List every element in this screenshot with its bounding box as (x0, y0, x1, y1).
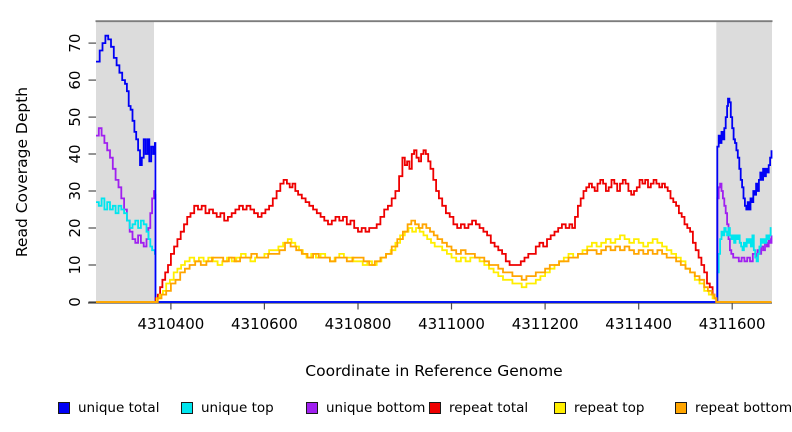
y-tick-label: 20 (66, 218, 84, 237)
x-tick-label: 4311600 (699, 315, 766, 333)
x-tick-label: 4310600 (231, 315, 298, 333)
y-tick-label: 30 (66, 181, 84, 200)
series-line-unique-bottom (96, 127, 773, 303)
legend-label: unique total (78, 400, 160, 416)
y-tick-label: 10 (66, 255, 84, 274)
y-axis-title: Read Coverage Depth (13, 87, 31, 257)
series-line-unique-total (96, 34, 773, 303)
legend-swatch-repeat-total (429, 402, 441, 414)
shaded-regions (96, 22, 772, 303)
legend-item-repeat-total: repeat total (429, 399, 528, 417)
x-axis-title: Coordinate in Reference Genome (305, 362, 562, 380)
legend-label: repeat top (574, 400, 645, 416)
series-line-unique-top (96, 197, 772, 303)
y-tick-label: 70 (66, 34, 84, 53)
shaded-region-right (716, 22, 772, 303)
series-line-repeat-bottom (96, 219, 772, 303)
legend-label: repeat total (449, 400, 529, 416)
x-tick-label: 4310800 (325, 315, 392, 333)
legend-swatch-repeat-bottom (675, 402, 687, 414)
series-line-repeat-total (96, 149, 772, 303)
legend-item-unique-bottom: unique bottom (306, 399, 425, 417)
axes: 4310400 4310600 4310800 4311000 4311200 43114… (66, 34, 766, 333)
y-tick-label: 0 (66, 297, 84, 307)
legend-swatch-repeat-top (554, 402, 566, 414)
legend-swatch-unique-top (181, 402, 193, 414)
legend: unique total unique top unique bottom repea… (0, 399, 792, 421)
legend-swatch-unique-total (58, 402, 70, 414)
series-line-repeat-top (96, 227, 772, 303)
y-tick-label: 40 (66, 144, 84, 163)
coverage-plot: 4310400 4310600 4310800 4311000 4311200 43114… (13, 20, 773, 380)
x-tick-label: 4311000 (418, 315, 485, 333)
legend-label: repeat bottom (695, 400, 792, 416)
x-tick-label: 4310400 (137, 315, 204, 333)
x-tick-label: 4311400 (605, 315, 672, 333)
series-lines (96, 34, 773, 303)
legend-item-repeat-bottom: repeat bottom (675, 399, 792, 417)
shaded-region-left (96, 22, 154, 303)
legend-label: unique top (201, 400, 274, 416)
legend-item-unique-top: unique top (181, 399, 274, 417)
y-tick-label: 60 (66, 71, 84, 90)
legend-label: unique bottom (326, 400, 426, 416)
legend-item-unique-total: unique total (58, 399, 159, 417)
plot-frame (88, 20, 773, 304)
y-tick-label: 50 (66, 108, 84, 127)
x-tick-label: 4311200 (512, 315, 579, 333)
legend-item-repeat-top: repeat top (554, 399, 644, 417)
legend-swatch-unique-bottom (306, 402, 318, 414)
